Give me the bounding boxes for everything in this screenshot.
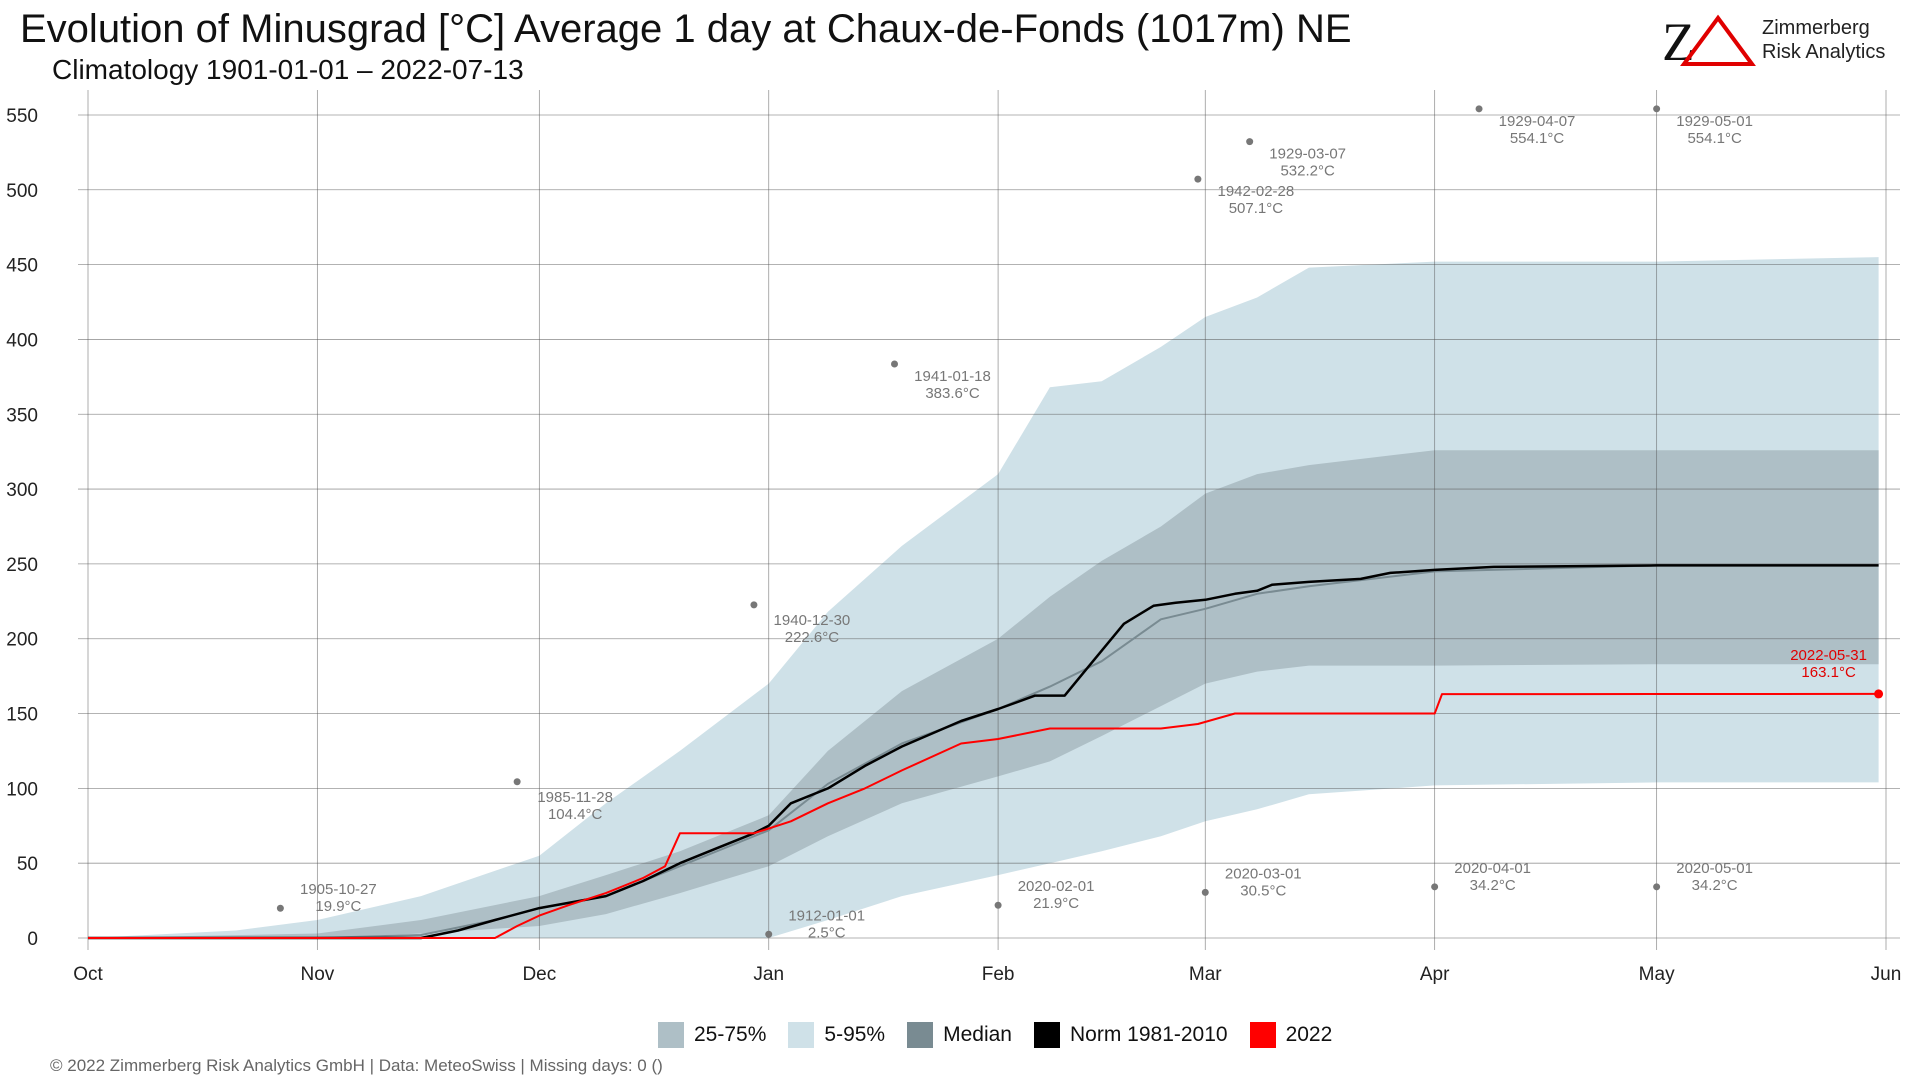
record-date-label: 1985-11-28 [537, 789, 613, 806]
logo-text: Zimmerberg Risk Analytics [1762, 16, 1885, 64]
series-line-1 [88, 564, 1879, 940]
legend-label: 2022 [1285, 1023, 1333, 1046]
y-tick-label: 300 [6, 480, 38, 501]
record-point [513, 778, 521, 786]
logo-line-1: Zimmerberg [1762, 17, 1870, 39]
record-date-label: 2020-03-01 [1225, 865, 1302, 882]
current-date-label: 2022-05-31 [1790, 647, 1867, 664]
za-logo-icon: Z [1662, 12, 1756, 68]
series-line-2 [88, 692, 1879, 939]
x-tick-label: Oct [73, 964, 103, 985]
legend-label: Median [943, 1023, 1012, 1046]
record-value-label: 383.6°C [925, 385, 980, 402]
record-date-label: 2020-05-01 [1676, 860, 1753, 877]
y-tick-label: 350 [6, 405, 38, 426]
record-date-label: 1912-01-01 [788, 907, 865, 924]
record-date-label: 1929-05-01 [1676, 113, 1753, 130]
record-value-label: 532.2°C [1280, 163, 1335, 180]
record-value-label: 2.5°C [808, 924, 846, 941]
legend-item: Norm 1981-2010 [1033, 1022, 1228, 1048]
grid-lines [78, 90, 1900, 950]
record-value-label: 30.5°C [1240, 882, 1286, 899]
record-value-label: 34.2°C [1470, 877, 1516, 894]
company-logo: Z Zimmerberg Risk Analytics [1662, 12, 1902, 72]
legend-item: Median [907, 1022, 1012, 1048]
record-point [1201, 888, 1209, 896]
current-point [1874, 689, 1884, 699]
record-date-label: 2020-02-01 [1018, 878, 1095, 895]
record-point [750, 601, 758, 609]
y-tick-label: 500 [6, 181, 38, 202]
record-point [1653, 105, 1661, 113]
legend-swatch [658, 1022, 684, 1048]
record-value-label: 507.1°C [1229, 200, 1284, 217]
record-date-label: 1905-10-27 [300, 881, 377, 898]
legend-label: Norm 1981-2010 [1069, 1023, 1228, 1046]
legend-swatch [907, 1022, 934, 1048]
record-point [891, 360, 899, 368]
y-tick-label: 0 [27, 929, 38, 950]
record-point [1246, 138, 1254, 146]
record-value-label: 19.9°C [315, 898, 361, 915]
record-point [1194, 175, 1202, 183]
chart-title: Evolution of Minusgrad [°C] Average 1 da… [20, 7, 1352, 51]
x-tick-label: Jun [1871, 964, 1902, 985]
record-date-label: 1941-01-18 [914, 368, 991, 385]
legend-swatch [1033, 1022, 1060, 1048]
record-date-label: 1942-02-28 [1218, 183, 1295, 200]
record-date-label: 1929-03-07 [1269, 146, 1346, 163]
chart-subtitle: Climatology 1901-01-01 – 2022-07-13 [52, 54, 524, 85]
y-tick-label: 250 [6, 555, 38, 576]
footer-credits: © 2022 Zimmerberg Risk Analytics GmbH | … [50, 1056, 663, 1075]
record-point [276, 904, 284, 912]
record-point [1431, 883, 1439, 891]
svg-text:Z: Z [1662, 12, 1695, 68]
y-tick-label: 550 [6, 106, 38, 127]
x-tick-label: Mar [1189, 964, 1222, 985]
record-date-label: 1929-04-07 [1499, 113, 1576, 130]
series-lines [88, 564, 1879, 940]
x-tick-label: May [1639, 964, 1675, 985]
y-tick-label: 150 [6, 705, 38, 726]
record-value-label: 222.6°C [785, 629, 840, 646]
legend-item: 5-95% [788, 1022, 885, 1048]
current-value-label: 163.1°C [1801, 664, 1856, 681]
record-value-label: 21.9°C [1033, 895, 1079, 912]
y-tick-label: 200 [6, 630, 38, 651]
legend-label: 5-95% [824, 1023, 886, 1046]
y-tick-label: 400 [6, 330, 38, 351]
legend-item: 2022 [1249, 1022, 1333, 1048]
legend-item: 25-75% [658, 1022, 766, 1048]
legend-swatch [788, 1022, 815, 1048]
delta-icon [1680, 14, 1756, 66]
x-tick-label: Apr [1420, 964, 1450, 985]
x-tick-label: Dec [522, 964, 556, 985]
record-value-label: 554.1°C [1510, 130, 1565, 147]
record-value-label: 104.4°C [548, 806, 603, 823]
axis-labels: 0 50 100 150 200 250 300 350 400 450 500 550 Oct Nov D… [6, 106, 1901, 985]
y-tick-label: 450 [6, 256, 38, 277]
y-tick-label: 50 [17, 854, 38, 875]
percentile-bands [88, 257, 1879, 939]
record-value-label: 34.2°C [1692, 877, 1738, 894]
record-date-label: 2020-04-01 [1454, 860, 1531, 877]
x-tick-label: Jan [753, 964, 784, 985]
record-point [765, 930, 773, 938]
y-tick-label: 100 [6, 779, 38, 800]
legend-swatch [1249, 1022, 1276, 1048]
x-tick-label: Feb [982, 964, 1015, 985]
legend-label: 25-75% [694, 1023, 767, 1046]
logo-line-2: Risk Analytics [1762, 41, 1886, 63]
x-tick-label: Nov [300, 964, 334, 985]
record-point [1475, 105, 1483, 113]
band-5-95 [88, 257, 1879, 939]
record-date-label: 1940-12-30 [774, 612, 851, 629]
chart-legend: 25-75% 5-95% Median Norm 1981-2010 2022 [658, 1020, 1340, 1050]
record-value-label: 554.1°C [1687, 130, 1742, 147]
record-point [1653, 883, 1661, 891]
record-point [994, 901, 1002, 909]
